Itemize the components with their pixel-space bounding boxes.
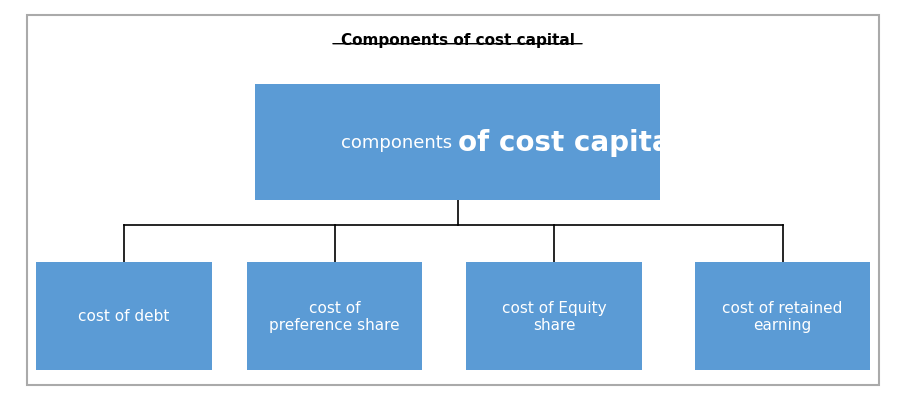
- Text: components: components: [340, 134, 458, 152]
- FancyBboxPatch shape: [694, 262, 870, 370]
- Text: cost of retained
earning: cost of retained earning: [722, 300, 843, 332]
- FancyBboxPatch shape: [36, 262, 211, 370]
- FancyBboxPatch shape: [247, 262, 423, 370]
- Text: cost of Equity
share: cost of Equity share: [501, 300, 607, 332]
- FancyBboxPatch shape: [467, 262, 642, 370]
- FancyBboxPatch shape: [255, 85, 660, 200]
- Text: of cost capital: of cost capital: [458, 129, 680, 157]
- Text: Components of cost capital: Components of cost capital: [340, 33, 575, 48]
- Text: cost of
preference share: cost of preference share: [269, 300, 400, 332]
- Text: cost of debt: cost of debt: [78, 308, 169, 324]
